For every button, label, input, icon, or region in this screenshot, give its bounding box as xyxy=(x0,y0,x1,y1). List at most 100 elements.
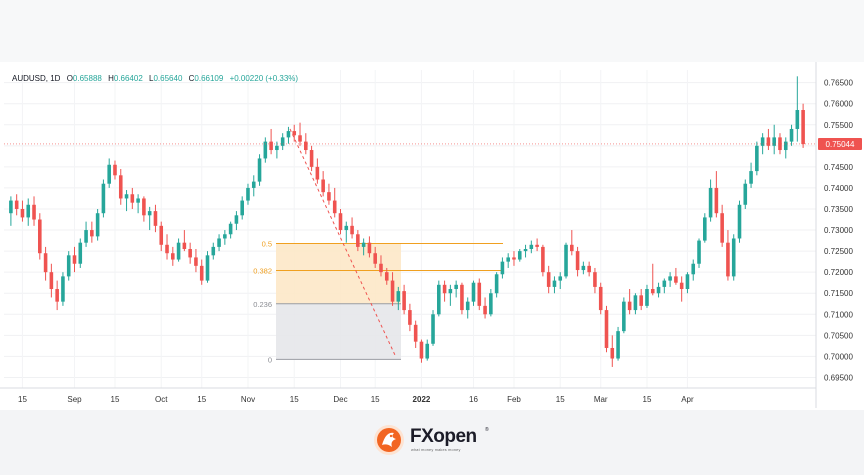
candle-body xyxy=(731,238,736,277)
candle-body xyxy=(593,272,597,287)
candle-body xyxy=(789,128,794,142)
candle-body xyxy=(338,213,343,231)
candle-body xyxy=(147,211,152,216)
candle-body xyxy=(49,272,54,290)
candle-body xyxy=(743,183,748,205)
candle-body xyxy=(228,223,233,235)
candle-body xyxy=(801,110,805,145)
candle-body xyxy=(720,213,724,243)
x-tick-label: 15 xyxy=(197,395,206,404)
candle-body xyxy=(604,310,609,348)
candle-body xyxy=(714,187,719,214)
candle-body xyxy=(737,204,742,239)
candle-body xyxy=(402,291,406,311)
legend-close-value: 0.66109 xyxy=(194,74,224,83)
candle-body xyxy=(373,253,377,264)
candle-body xyxy=(321,179,325,193)
candle-body xyxy=(14,200,19,209)
candle-body xyxy=(460,284,464,311)
legend-symbol: AUDUSD, 1D xyxy=(12,74,61,83)
candle-body xyxy=(84,230,88,243)
candle-body xyxy=(413,324,418,342)
candle-body xyxy=(581,265,586,271)
y-tick-label: 0.72000 xyxy=(824,268,853,277)
candle-body xyxy=(66,255,71,277)
candle-body xyxy=(72,255,77,264)
candle-body xyxy=(292,131,297,136)
candle-body xyxy=(165,244,169,254)
chart-canvas[interactable]: 0.765000.760000.755000.750000.745000.740… xyxy=(0,62,864,410)
candle-body xyxy=(506,257,510,262)
legend-change: +0.00220 (+0.33%) xyxy=(229,74,299,83)
legend-open-value: 0.65888 xyxy=(72,74,102,83)
x-tick-label: 15 xyxy=(556,395,565,404)
y-tick-label: 0.76500 xyxy=(824,79,853,88)
y-tick-label: 0.74500 xyxy=(824,163,853,172)
y-tick-label: 0.73500 xyxy=(824,205,853,214)
candle-body xyxy=(211,246,216,256)
x-tick-label: 15 xyxy=(371,395,380,404)
candle-body xyxy=(477,282,482,306)
candle-body xyxy=(703,217,707,241)
fib-level-label: 0.5 xyxy=(262,240,272,249)
footer xyxy=(0,410,864,475)
legend-low-label: L xyxy=(149,74,154,83)
candle-body xyxy=(107,164,111,184)
candle-body xyxy=(552,280,557,287)
last-price-tag xyxy=(818,137,862,150)
x-tick-label: Oct xyxy=(155,395,168,404)
x-tick-label: 15 xyxy=(111,395,120,404)
candle-body xyxy=(327,192,331,201)
candle-body xyxy=(9,200,13,214)
legend-open-label: O xyxy=(66,74,73,83)
candle-body xyxy=(772,137,776,146)
candle-body xyxy=(61,276,65,302)
candle-body xyxy=(575,251,580,271)
candle-body xyxy=(674,276,678,283)
candle-body xyxy=(425,343,430,359)
x-tick-label: Mar xyxy=(594,395,608,404)
candle-body xyxy=(570,244,574,252)
candle-body xyxy=(471,282,476,302)
candle-body xyxy=(361,242,366,247)
candle-body xyxy=(309,150,314,167)
fib-level-label: 0.382 xyxy=(253,266,272,275)
candle-body xyxy=(512,257,516,260)
x-tick-label: Dec xyxy=(333,395,347,404)
brand-logo[interactable]: FXopen ® what money makes money xyxy=(372,422,502,458)
candle-body xyxy=(679,282,684,290)
candle-body xyxy=(240,200,244,216)
candle-body xyxy=(517,251,522,260)
candle-body xyxy=(598,286,603,311)
candle-body xyxy=(431,314,435,344)
candle-body xyxy=(344,225,349,231)
brand-name-rest: open xyxy=(433,426,477,447)
candle-body xyxy=(113,164,117,176)
candle-body xyxy=(315,166,320,180)
candle-body xyxy=(95,213,100,237)
y-tick-label: 0.71000 xyxy=(824,310,853,319)
candle-body xyxy=(390,280,395,302)
candle-body xyxy=(668,276,672,281)
x-tick-label: 16 xyxy=(469,395,478,404)
candle-body xyxy=(645,289,649,306)
candle-body xyxy=(280,137,285,146)
candle-body xyxy=(263,141,268,159)
candle-body xyxy=(182,242,187,250)
candle-body xyxy=(778,137,782,151)
chart-legend: AUDUSD, 1D O0.65888 H0.66402 L0.65640 C0… xyxy=(12,74,298,83)
candle-body xyxy=(494,274,499,294)
candle-body xyxy=(118,175,123,199)
y-tick-label: 0.74000 xyxy=(824,184,853,193)
candle-body xyxy=(199,265,204,281)
candle-body xyxy=(500,261,505,275)
x-tick-label: 15 xyxy=(643,395,652,404)
candle-body xyxy=(130,194,135,203)
x-tick-label: Apr xyxy=(681,395,694,404)
candle-body xyxy=(639,295,643,306)
candle-body xyxy=(442,284,447,294)
candle-body xyxy=(234,215,239,224)
candle-body xyxy=(217,238,221,247)
candle-body xyxy=(627,301,632,311)
candle-body xyxy=(685,274,690,290)
